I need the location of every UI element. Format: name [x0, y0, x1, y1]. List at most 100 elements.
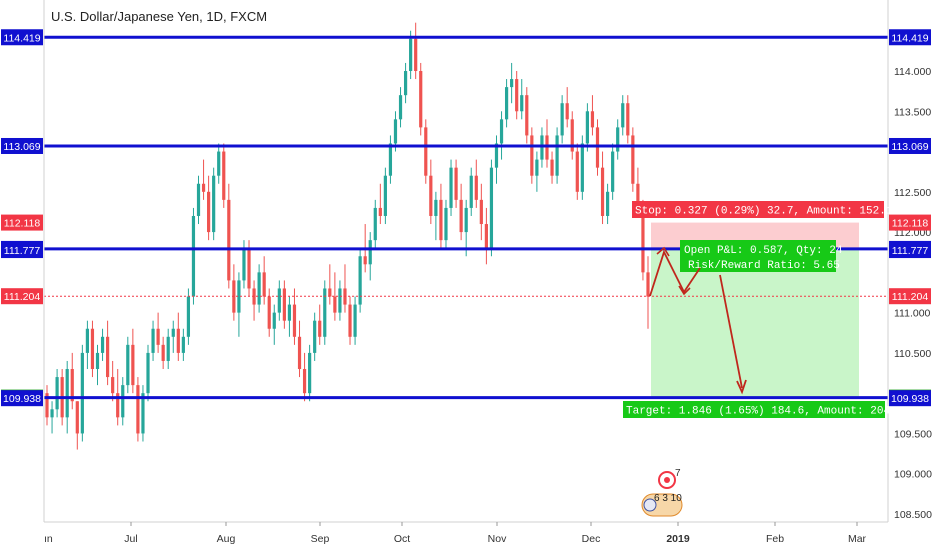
candle	[222, 143, 226, 208]
candle-body	[196, 183, 201, 216]
candle	[232, 264, 236, 321]
candle-body	[515, 79, 519, 112]
price-label-bg	[889, 288, 931, 305]
candle	[328, 264, 332, 305]
candle-body	[575, 151, 579, 192]
candle-body	[262, 272, 266, 297]
right-price-label: 111.204	[889, 288, 931, 305]
candle	[100, 328, 105, 361]
candle	[510, 62, 514, 104]
candle	[383, 167, 387, 225]
candle	[227, 183, 231, 289]
candle	[181, 328, 185, 361]
open-pnl-bg	[680, 240, 836, 272]
x-tick-label: 2019	[666, 533, 690, 545]
y-tick-label: 110.500	[894, 348, 931, 360]
candle-body	[136, 385, 140, 434]
candle	[45, 385, 49, 426]
left-price-label: 114.419	[1, 29, 43, 46]
candle-body	[611, 151, 615, 192]
candle-body	[474, 175, 478, 200]
candle	[409, 30, 413, 80]
x-tick-label: Oct	[394, 533, 410, 545]
candle	[151, 320, 155, 361]
candle	[348, 296, 352, 345]
candle-body	[181, 336, 185, 353]
candle	[550, 151, 554, 184]
candle-body	[580, 143, 584, 192]
price-label-text: 112.118	[892, 218, 929, 230]
candle-body	[585, 111, 589, 144]
candle-body	[121, 385, 125, 418]
target-label-bg	[623, 401, 885, 418]
candle	[75, 401, 79, 450]
candle-body	[565, 103, 569, 120]
candle	[70, 352, 74, 410]
candle-body	[626, 103, 630, 136]
candle	[297, 320, 302, 378]
price-label-text: 109.938	[3, 393, 41, 405]
candle	[257, 264, 261, 313]
candle	[353, 296, 357, 345]
price-label-bg	[1, 390, 43, 407]
candle-body	[287, 304, 292, 321]
right-price-label: 114.419	[889, 29, 931, 46]
candle-body	[378, 207, 382, 216]
y-tick-label: 108.500	[894, 509, 932, 521]
candle	[318, 304, 322, 345]
candle	[55, 369, 59, 418]
candle	[419, 62, 423, 136]
candle	[373, 199, 377, 249]
ratio-text: Risk/Reward Ratio: 5.65	[688, 260, 840, 272]
candle	[469, 167, 473, 216]
price-label-bg	[889, 214, 931, 231]
candle-body	[272, 312, 276, 329]
candle-body	[600, 167, 605, 216]
candle	[308, 344, 312, 402]
candle	[530, 127, 534, 184]
candle-body	[510, 79, 514, 88]
price-label-bg	[889, 390, 931, 407]
y-tick-label: 111.000	[894, 308, 931, 320]
candle-body	[520, 95, 524, 112]
candle-body	[313, 320, 317, 353]
candle-body	[429, 175, 433, 216]
candle	[358, 248, 362, 313]
candle-body	[207, 191, 211, 233]
x-tick-label: Dec	[582, 533, 601, 545]
candle	[484, 207, 488, 265]
candle-body	[257, 272, 261, 305]
price-label-bg	[1, 288, 43, 305]
candle	[161, 336, 165, 370]
candle	[525, 87, 529, 144]
candle-body	[449, 167, 453, 208]
candle	[207, 175, 211, 241]
candle	[146, 344, 150, 402]
candle	[378, 183, 382, 225]
candle-body	[530, 135, 534, 176]
event-badge-count: 7	[675, 468, 681, 479]
candle-body	[277, 288, 281, 313]
candle-body	[318, 320, 322, 337]
candle-body	[156, 328, 160, 345]
candle-body	[464, 207, 468, 233]
candle	[196, 175, 201, 225]
candle	[570, 111, 574, 160]
x-tick-label: Jul	[124, 533, 137, 545]
candle	[474, 159, 478, 208]
open-pnl-label: Open P&L: 0.587, Qty: 24 Risk/Reward Rati…	[680, 240, 843, 272]
candle-body	[383, 175, 387, 216]
candle-body	[171, 328, 175, 337]
candle-body	[494, 143, 499, 168]
candle	[90, 320, 95, 378]
left-price-label: 111.204	[1, 288, 43, 305]
candle-body	[605, 191, 610, 216]
candle-body	[646, 272, 650, 297]
candle-body	[45, 393, 49, 418]
candle	[217, 143, 221, 184]
candle	[156, 312, 160, 353]
candle-body	[641, 207, 645, 273]
candle	[343, 264, 347, 313]
stop-label-bg	[632, 201, 884, 218]
